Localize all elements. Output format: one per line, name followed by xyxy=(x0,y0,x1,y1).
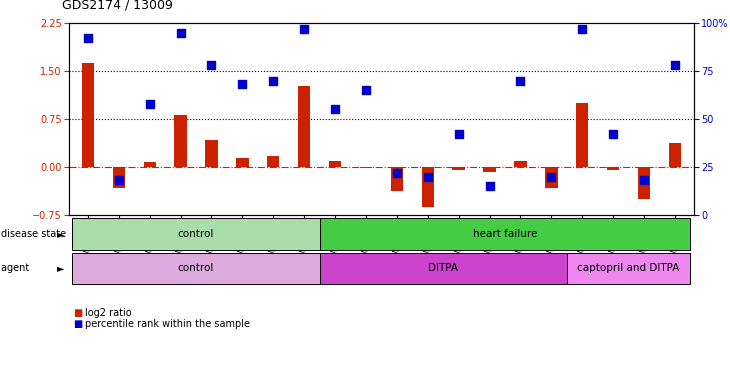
Point xyxy=(360,87,372,93)
Point xyxy=(453,131,464,137)
Bar xyxy=(329,161,341,167)
Bar xyxy=(360,167,372,168)
Point xyxy=(545,174,557,180)
Point xyxy=(638,177,650,184)
Text: control: control xyxy=(178,263,214,273)
Text: ■: ■ xyxy=(73,319,82,329)
Point xyxy=(237,81,248,88)
Point xyxy=(607,131,619,137)
Point xyxy=(669,62,681,68)
Bar xyxy=(82,63,94,167)
Bar xyxy=(576,103,588,167)
Bar xyxy=(174,114,187,167)
Bar xyxy=(515,161,526,167)
Text: disease state: disease state xyxy=(1,229,69,239)
Point xyxy=(577,26,588,32)
Point xyxy=(299,26,310,32)
Bar xyxy=(112,167,125,187)
Point xyxy=(267,78,279,84)
Bar xyxy=(205,140,218,167)
Point xyxy=(206,62,218,68)
Point xyxy=(422,174,434,180)
Point xyxy=(174,30,186,36)
Point xyxy=(484,183,496,189)
Bar xyxy=(453,167,465,170)
Text: ►: ► xyxy=(57,229,64,239)
Bar xyxy=(298,86,310,167)
Text: heart failure: heart failure xyxy=(473,229,537,239)
Bar xyxy=(483,167,496,172)
Text: control: control xyxy=(178,229,214,239)
Point xyxy=(515,78,526,84)
Bar xyxy=(267,156,280,167)
Text: agent: agent xyxy=(1,263,32,273)
Bar xyxy=(607,167,619,170)
Bar xyxy=(237,158,248,167)
Bar xyxy=(669,143,681,167)
Point xyxy=(144,101,155,107)
Text: ►: ► xyxy=(57,263,64,273)
Point xyxy=(329,106,341,113)
Bar xyxy=(391,167,403,191)
Text: DITPA: DITPA xyxy=(429,263,458,273)
Point xyxy=(113,177,125,184)
Text: GDS2174 / 13009: GDS2174 / 13009 xyxy=(62,0,173,12)
Bar xyxy=(638,167,650,199)
Text: captopril and DITPA: captopril and DITPA xyxy=(577,263,680,273)
Bar xyxy=(422,167,434,207)
Point xyxy=(82,35,93,41)
Point xyxy=(391,170,403,176)
Bar xyxy=(144,162,156,167)
Text: ■: ■ xyxy=(73,308,82,318)
Text: log2 ratio: log2 ratio xyxy=(85,308,132,318)
Text: percentile rank within the sample: percentile rank within the sample xyxy=(85,319,250,329)
Bar xyxy=(545,167,558,187)
